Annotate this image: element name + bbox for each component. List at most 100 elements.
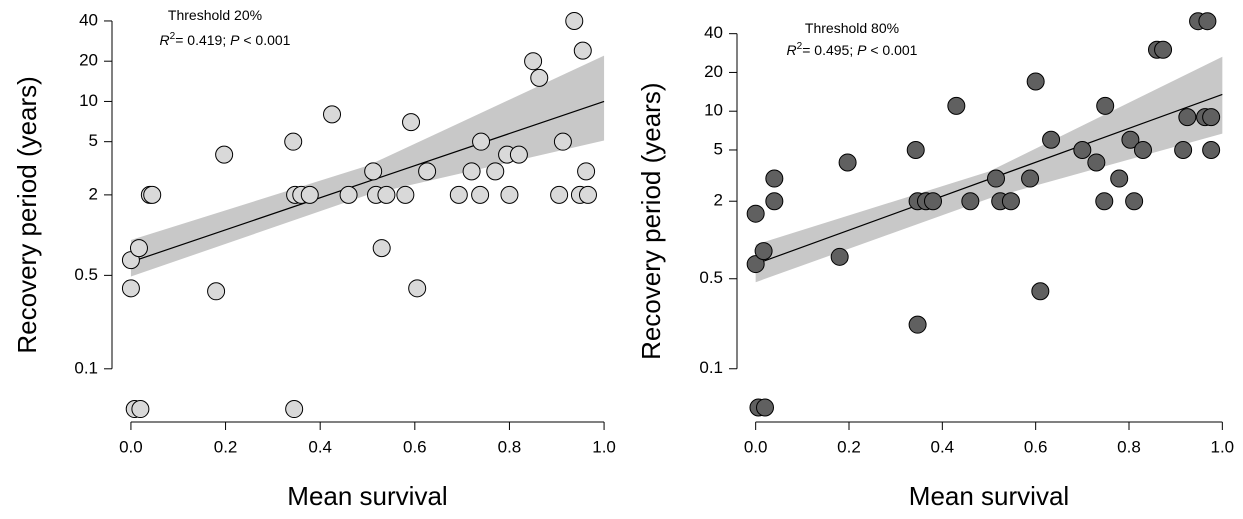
data-point bbox=[577, 162, 596, 181]
y-tick-label: 5 bbox=[714, 139, 723, 158]
y-tick-label: 0.1 bbox=[74, 358, 98, 377]
data-point bbox=[1178, 108, 1197, 127]
stats-part: P bbox=[857, 42, 867, 58]
fit-line bbox=[130, 100, 605, 263]
data-point bbox=[121, 279, 140, 298]
stats-part: P bbox=[230, 32, 240, 48]
data-point bbox=[553, 132, 572, 151]
x-tick-label: 1.0 bbox=[592, 437, 616, 456]
x-tick-label: 0.6 bbox=[403, 437, 427, 456]
data-point bbox=[565, 11, 584, 30]
stats-part: 2 bbox=[797, 41, 803, 52]
y-tick-label: 0.5 bbox=[699, 268, 723, 287]
stats-part: < 0.001 bbox=[239, 32, 290, 48]
data-point bbox=[1198, 12, 1217, 31]
data-point bbox=[408, 279, 427, 298]
x-tick-label: 0.4 bbox=[931, 437, 955, 456]
data-point bbox=[418, 162, 437, 181]
y-tick-label: 10 bbox=[79, 91, 98, 110]
annotation: Threshold 80% bbox=[805, 20, 899, 36]
panel: 0.1 0.5 2 5 10 20 40 0.0 0.2 0.4 0.6 0.8 1.0 Mean sur… bbox=[12, 7, 616, 511]
stats-part: = 0.419; bbox=[175, 32, 230, 48]
data-point bbox=[1134, 140, 1152, 159]
panel: 0.1 0.5 2 5 10 20 40 0.0 0.2 0.4 0.6 0.8 1.0 Mean sur… bbox=[636, 12, 1235, 511]
stats-annotation: R2= 0.495; P < 0.001 bbox=[787, 41, 918, 58]
data-point bbox=[509, 145, 528, 164]
y-tick-label: 20 bbox=[79, 51, 98, 70]
data-point bbox=[207, 282, 226, 301]
data-point bbox=[1202, 140, 1221, 159]
y-tick-label: 10 bbox=[704, 101, 723, 120]
x-tick-label: 0.0 bbox=[744, 437, 768, 456]
data-point bbox=[131, 400, 150, 419]
data-point bbox=[830, 247, 849, 266]
data-point bbox=[1202, 108, 1221, 127]
data-point bbox=[924, 192, 942, 211]
data-point bbox=[215, 145, 234, 164]
data-point bbox=[462, 162, 481, 181]
y-tick-label: 20 bbox=[704, 62, 723, 81]
data-point bbox=[1026, 72, 1045, 91]
data-point bbox=[578, 185, 597, 204]
data-point bbox=[947, 96, 966, 115]
x-tick-label: 0.2 bbox=[837, 437, 861, 456]
data-point bbox=[372, 239, 391, 258]
data-point bbox=[987, 169, 1005, 188]
data-point bbox=[402, 113, 421, 132]
data-point bbox=[396, 185, 415, 204]
x-tick-label: 0.8 bbox=[1117, 437, 1141, 456]
data-point bbox=[756, 398, 774, 417]
data-point bbox=[746, 204, 765, 223]
data-point bbox=[486, 162, 505, 181]
x-axis-label: Mean survival bbox=[287, 481, 447, 511]
data-point bbox=[1174, 140, 1193, 159]
data-point bbox=[285, 400, 304, 419]
y-tick-label: 0.1 bbox=[699, 358, 723, 377]
data-point bbox=[449, 185, 468, 204]
stats-part: R bbox=[160, 32, 170, 48]
data-point bbox=[1096, 96, 1115, 115]
stats-part: < 0.001 bbox=[866, 42, 917, 58]
data-point bbox=[1031, 282, 1050, 301]
confidence-band bbox=[755, 56, 1223, 283]
data-point bbox=[765, 169, 784, 188]
data-point bbox=[500, 185, 519, 204]
y-axis-label: Recovery period (years) bbox=[636, 82, 666, 359]
data-point bbox=[1001, 192, 1020, 211]
data-point bbox=[765, 192, 784, 211]
y-tick-label: 2 bbox=[89, 184, 98, 203]
data-point bbox=[1073, 140, 1092, 159]
y-tick-label: 40 bbox=[704, 23, 723, 42]
data-point bbox=[1121, 130, 1140, 149]
stats-part: R bbox=[787, 42, 797, 58]
stats-annotation: R2= 0.419; P < 0.001 bbox=[160, 31, 291, 48]
y-axis-label: Recovery period (years) bbox=[12, 76, 42, 353]
data-point bbox=[1154, 40, 1173, 59]
data-point bbox=[1110, 169, 1129, 188]
annotation: Threshold 20% bbox=[168, 7, 262, 23]
data-point bbox=[143, 185, 162, 204]
data-point bbox=[1095, 192, 1114, 211]
stats-part: = 0.495; bbox=[802, 42, 857, 58]
data-point bbox=[471, 185, 490, 204]
data-point bbox=[129, 239, 148, 258]
data-point bbox=[908, 315, 927, 334]
x-tick-label: 1.0 bbox=[1211, 437, 1235, 456]
data-point bbox=[377, 185, 396, 204]
data-point bbox=[300, 185, 319, 204]
data-point bbox=[754, 242, 773, 261]
data-point bbox=[323, 105, 342, 124]
data-point bbox=[550, 185, 569, 204]
data-point bbox=[838, 153, 857, 172]
data-point bbox=[746, 255, 765, 274]
y-tick-label: 5 bbox=[89, 131, 98, 150]
data-point bbox=[573, 41, 592, 60]
stats-part: 2 bbox=[170, 31, 176, 42]
x-tick-label: 0.6 bbox=[1024, 437, 1048, 456]
x-tick-label: 0.0 bbox=[119, 437, 143, 456]
data-point bbox=[524, 52, 543, 71]
x-tick-label: 0.8 bbox=[498, 437, 522, 456]
data-point bbox=[961, 192, 980, 211]
data-point bbox=[906, 140, 925, 159]
